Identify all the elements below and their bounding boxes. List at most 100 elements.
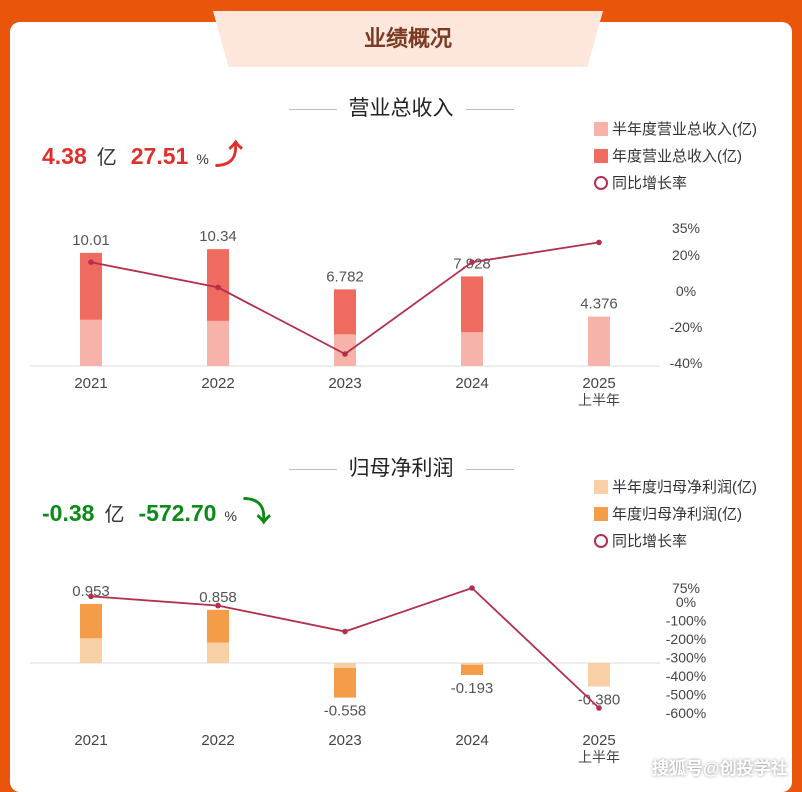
legend-label-growth: 同比增长率 [612, 175, 688, 192]
title-rule-right [465, 108, 514, 110]
x-tick-sublabel: 上半年 [578, 749, 620, 765]
y-right-tick-label: -300% [666, 649, 706, 665]
x-tick-label: 2023 [328, 375, 361, 392]
profit-stat-pct: -572.70 [138, 500, 217, 526]
y-right-tick-label: -200% [666, 631, 706, 647]
legend-item-half: 半年度归母净利润(亿) [594, 478, 757, 505]
growth-point [215, 284, 221, 291]
legend-item-growth: 同比增长率 [594, 532, 757, 559]
growth-point [469, 259, 475, 265]
data-label: 4.376 [580, 296, 618, 313]
bar-half [588, 663, 610, 687]
data-label: 0.858 [199, 589, 237, 606]
up-arrow-icon: ⤴ [214, 139, 243, 170]
data-label: -0.193 [451, 680, 494, 697]
title-rule-right [465, 468, 514, 470]
legend-label-growth: 同比增长率 [612, 533, 688, 550]
growth-point [342, 351, 348, 357]
header-tab [213, 11, 603, 67]
data-label: -0.558 [324, 703, 367, 720]
legend-ring-icon [594, 176, 608, 190]
data-label: -0.380 [578, 692, 621, 709]
legend-swatch-half [594, 480, 608, 494]
legend-label-annual: 年度归母净利润(亿) [612, 506, 742, 523]
bar-half [461, 663, 483, 665]
growth-point [215, 602, 221, 609]
y-right-tick-label: -20% [670, 319, 703, 335]
profit-stat: -0.38 亿 -572.70% ⤵ [42, 490, 271, 530]
revenue-chart: 10.01202110.3420226.78220237.92820244.37… [30, 220, 703, 408]
bar-half [207, 642, 229, 663]
y-right-tick-label: -500% [666, 686, 706, 702]
x-tick-label: 2021 [74, 732, 107, 749]
x-tick-sublabel: 上半年 [578, 392, 620, 408]
legend-item-growth: 同比增长率 [594, 174, 757, 201]
y-right-tick-label: 75% [672, 580, 700, 596]
bar-half [588, 316, 610, 366]
watermark: 搜狐号@创投学社 [652, 759, 788, 778]
revenue-section-title: 营业总收入 [348, 97, 454, 120]
header-title: 业绩概况 [363, 26, 452, 51]
bar-annual [461, 663, 483, 675]
revenue-stat: 4.38 亿 27.51% ⤴ [42, 133, 243, 173]
data-label: 6.782 [326, 268, 364, 285]
legend-label-half: 半年度归母净利润(亿) [612, 479, 757, 496]
bar-half [334, 334, 356, 366]
revenue-stat-pct: 27.51 [130, 143, 189, 169]
revenue-stat-value: 4.38 [42, 143, 87, 169]
y-right-tick-label: -400% [666, 668, 706, 684]
x-tick-label: 2022 [201, 375, 234, 392]
growth-point [596, 239, 602, 246]
y-right-tick-label: 0% [676, 283, 696, 299]
legend-label-annual: 年度营业总收入(亿) [612, 148, 742, 165]
bar-half [80, 638, 102, 663]
legend-item-half: 半年度营业总收入(亿) [594, 120, 757, 147]
legend-ring-icon [594, 534, 608, 548]
profit-stat-unit: 亿 [104, 504, 125, 526]
x-tick-label: 2022 [201, 732, 234, 749]
data-label: 0.953 [72, 583, 110, 600]
bar-annual [334, 663, 356, 698]
y-right-tick-label: -40% [670, 355, 703, 371]
bar-half [334, 663, 356, 668]
x-tick-label: 2025 [582, 375, 615, 392]
growth-point [469, 585, 475, 591]
profit-section-title-wrap: 归母净利润 [0, 452, 802, 482]
legend-item-annual: 年度营业总收入(亿) [594, 147, 757, 174]
bar-half [461, 332, 483, 366]
growth-point [88, 259, 94, 265]
legend-item-annual: 年度归母净利润(亿) [594, 505, 757, 532]
bar-half [80, 319, 102, 366]
x-tick-label: 2025 [582, 732, 615, 749]
title-rule-left [288, 468, 337, 470]
y-right-tick-label: 35% [672, 220, 700, 236]
legend-swatch-annual [594, 149, 608, 163]
y-right-tick-label: 20% [672, 247, 700, 263]
bar-half [207, 320, 229, 366]
x-tick-label: 2024 [455, 375, 488, 392]
revenue-stat-pct-unit: % [196, 151, 209, 167]
y-right-tick-label: 0% [676, 594, 696, 610]
title-rule-left [288, 108, 337, 110]
y-right-tick-label: -100% [666, 612, 706, 628]
content-card [10, 22, 792, 792]
legend-swatch-annual [594, 507, 608, 521]
profit-section-title: 归母净利润 [348, 457, 454, 480]
profit-stat-pct-unit: % [224, 508, 237, 524]
x-tick-label: 2021 [74, 375, 107, 392]
x-tick-label: 2024 [455, 732, 488, 749]
x-tick-label: 2023 [328, 732, 361, 749]
growth-point [88, 593, 94, 600]
revenue-stat-unit: 亿 [96, 147, 117, 169]
y-right-tick-label: -600% [666, 705, 706, 721]
growth-point [596, 705, 602, 711]
profit-legend: 半年度归母净利润(亿) 年度归母净利润(亿) 同比增长率 [594, 478, 757, 559]
legend-swatch-half [594, 122, 608, 136]
profit-stat-value: -0.38 [42, 500, 95, 526]
data-label: 10.01 [72, 232, 110, 249]
down-arrow-icon: ⤵ [242, 496, 271, 527]
profit-chart: 0.953 2021 0.858 2022 -0.558 2023 -0.193 2024 -0… [30, 580, 706, 765]
data-label: 10.34 [199, 228, 237, 245]
legend-label-half: 半年度营业总收入(亿) [612, 121, 757, 138]
revenue-legend: 半年度营业总收入(亿) 年度营业总收入(亿) 同比增长率 [594, 120, 757, 201]
